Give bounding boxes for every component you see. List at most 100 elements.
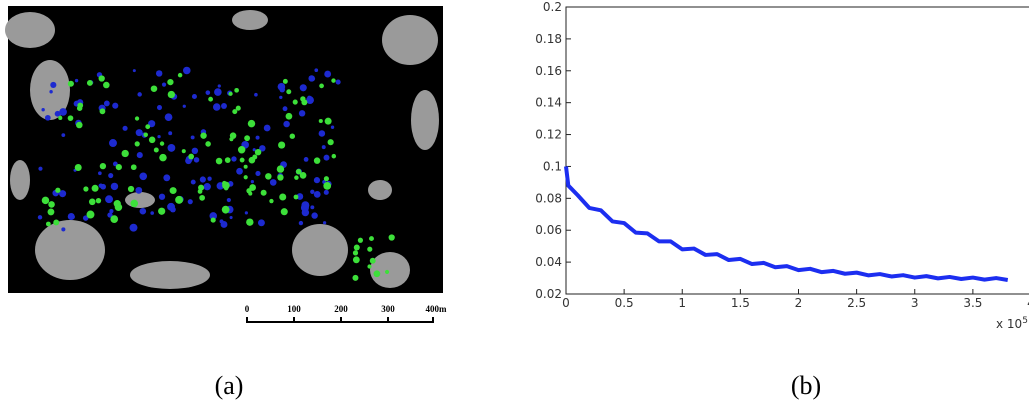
map-gray-area [125,192,155,208]
data-line [564,166,1009,282]
map-green-spot [115,163,122,171]
scale-label: 0 [245,304,250,314]
map-green-spot [388,234,395,241]
map-green-spot [159,153,167,162]
map-blue-spot [129,223,138,232]
map-green-spot [175,195,184,204]
map-blue-spot [255,135,260,140]
map-blue-spot [255,170,261,177]
map-blue-spot [322,221,327,225]
map-blue-spot [330,125,335,129]
x-tick-label: 2.5 [847,296,866,310]
map-blue-spot [139,207,147,215]
map-gray-area [370,252,410,288]
map-blue-spot [49,90,53,94]
map-blue-spot [103,100,110,107]
y-tick-label: 0.02 [535,287,562,301]
map-blue-spot [282,106,288,112]
y-tick-label: 0.12 [535,128,562,142]
map-green-spot [99,108,106,115]
map-green-spot [234,87,239,93]
map-green-spot [289,133,296,139]
map-blue-spot [324,70,332,78]
map-blue-spot [308,75,315,82]
map-blue-spot [137,92,142,97]
y-tick-label: 0.06 [535,223,562,237]
map-blue-spot [41,108,45,112]
map-green-spot [353,244,360,251]
y-tick-label: 0.1 [543,159,562,173]
map-green-spot [352,250,359,256]
map-green-spot [222,180,227,186]
map-blue-spot [150,211,154,215]
map-image [5,6,443,293]
map-green-spot [313,157,321,164]
map-blue-spot [59,190,67,198]
map-green-spot [76,105,83,111]
y-tick-label: 0.2 [543,0,562,14]
map-green-spot [235,105,241,111]
map-green-spot [200,132,207,139]
map-green-spot [295,168,302,175]
map-green-spot [99,162,107,170]
map-green-spot [205,141,211,147]
x-tick-label: 2 [795,296,803,310]
map-green-spot [327,139,334,146]
map-blue-spot [214,88,222,96]
map-blue-spot [313,190,321,198]
map-green-spot [278,141,286,149]
map-blue-spot [226,197,231,203]
map-blue-spot [167,144,176,152]
map-gray-area [35,220,105,280]
x-tick-label: 0.5 [615,296,634,310]
map-blue-spot [190,135,195,140]
map-blue-spot [163,174,171,182]
map-green-spot [41,196,50,205]
map-green-spot [224,186,229,191]
map-green-spot [229,132,237,139]
map-blue-spot [107,212,113,218]
map-green-spot [352,274,359,281]
map-green-spot [76,121,83,129]
map-green-spot [67,115,74,121]
map-green-spot [369,236,374,242]
map-blue-spot [110,182,119,191]
map-blue-spot [108,139,117,148]
map-green-spot [134,116,140,121]
y-tick-label: 0.04 [535,255,562,269]
map-blue-spot [37,215,43,220]
map-green-spot [127,185,135,193]
map-blue-spot [335,79,341,85]
map-blue-spot [44,114,51,121]
map-blue-spot [161,82,167,87]
map-blue-spot [132,69,136,73]
map-blue-spot [155,70,163,77]
map-gray-area [382,15,438,65]
map-gray-area [292,224,348,276]
map-blue-spot [283,120,290,128]
map-green-spot [67,80,74,87]
map-green-spot [148,136,156,144]
map-green-spot [199,194,205,201]
map-blue-spot [323,189,329,195]
map-blue-spot [105,195,113,204]
map-blue-spot [74,78,79,83]
map-blue-spot [168,131,173,136]
map-blue-spot [98,171,102,176]
map-blue-spot [156,105,163,111]
map-blue-spot [135,186,143,194]
caption: (a) [215,371,244,400]
plot-frame [565,6,1029,295]
x-tick-label: 1.5 [731,296,750,310]
map-green-spot [237,146,246,154]
map-blue-spot [212,103,221,111]
map-green-spot [169,187,177,195]
map-green-spot [367,264,372,269]
map-green-spot [247,119,256,128]
map-green-spot [323,176,329,182]
map-green-spot [277,174,284,181]
map-green-spot [279,193,287,201]
map-blue-spot [148,120,156,128]
map-blue-spot [220,221,228,228]
map-green-spot [265,173,272,180]
